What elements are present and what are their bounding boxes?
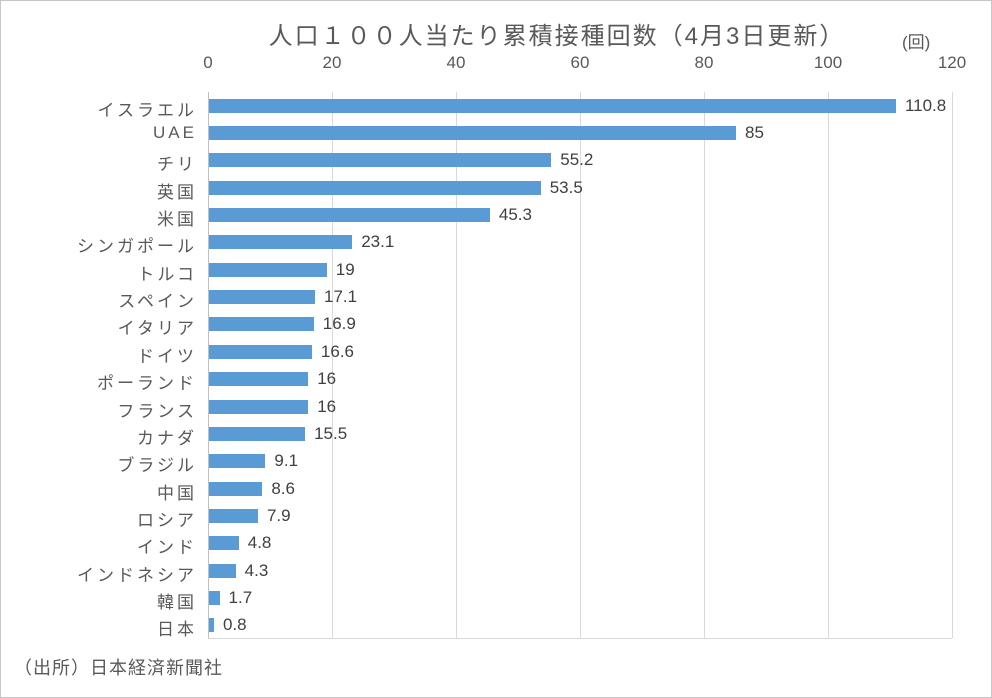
category-label: ブラジル [117,456,197,476]
bar [209,153,552,168]
gridline [704,92,705,638]
category-label: ロシア [137,510,197,530]
bar [209,481,263,496]
bar [209,508,258,523]
value-label: 16 [317,369,337,389]
value-label: 19 [335,259,355,279]
bar [209,563,236,578]
gridline [332,92,333,638]
category-axis: イスラエル UAE チリ英国米国シンガポールトルコスペインイタリアドイツポーランドフ… [1,92,197,640]
category-label: シンガポール [77,237,197,257]
value-label: 17.1 [324,287,358,307]
bar [209,208,490,223]
category-label: 日本 [157,620,197,640]
chart-title: 人口１００人当たり累積接種回数（4月3日更新） [268,23,846,50]
source-note: （出所）日本経済新聞社 [14,658,223,678]
category-label: フランス [117,401,197,421]
gridline [580,92,581,638]
category-label: イタリア [117,319,197,339]
value-label: 8.6 [271,478,295,498]
value-label: 53.5 [549,177,583,197]
bar [209,290,316,305]
value-label: 9.1 [274,451,299,471]
value-label: 16.6 [320,341,354,361]
category-label: イスラエル [97,100,197,120]
bar [209,372,309,387]
x-tick-label: 100 [813,53,843,72]
gridline [828,92,829,638]
category-label: 英国 [157,182,197,202]
bar [209,536,239,551]
category-label: ポーランド [97,374,197,394]
category-label: 韓国 [157,592,197,612]
bar [209,399,309,414]
x-tick-label: 60 [570,53,590,72]
gridline [952,92,953,638]
category-label: 中国 [157,483,197,503]
x-tick-label: 20 [322,53,342,72]
category-label: ドイツ [137,346,197,366]
bar [209,454,266,469]
value-label: 4.3 [244,560,269,580]
axis-unit-label: (回) [902,33,931,52]
bar [209,98,896,113]
bar [209,262,327,277]
x-tick-label: 40 [446,53,466,72]
bar [209,126,736,141]
category-label: インド [137,538,197,558]
category-label: カナダ [137,428,197,448]
category-label: 米国 [157,210,197,230]
x-tick-label: 0 [203,53,213,72]
bar [209,590,220,605]
category-label: チリ [157,155,197,175]
x-tick-label: 80 [694,53,714,72]
bar [209,180,541,195]
category-label: スペイン [118,292,197,312]
x-tick-label: 120 [937,53,967,72]
plot-area: 110.8 85 55.2 53.5 45.3 23.1 19 17.1 16.9 16.6 16 1… [208,92,953,639]
category-axis-line [208,92,209,638]
category-label: インドネシア [77,565,197,585]
gridline [456,92,457,638]
value-label: 85 [745,123,764,143]
value-label: 55.2 [560,150,594,170]
value-label: 16 [317,396,337,416]
value-label: 1.7 [228,587,253,607]
bar [209,618,214,633]
value-label: 0.8 [222,615,247,635]
category-label: トルコ [137,264,197,284]
value-label: 4.8 [247,533,272,553]
value-label: 7.9 [266,505,291,525]
value-label: 15.5 [314,423,348,443]
bar [209,426,306,441]
category-label: UAE [153,123,197,143]
value-label: 45.3 [498,205,532,225]
bar [209,317,314,332]
value-label: 23.1 [361,232,395,252]
value-label: 110.8 [904,95,947,115]
value-label: 16.9 [322,314,356,334]
bar [209,344,312,359]
bar [209,235,353,250]
